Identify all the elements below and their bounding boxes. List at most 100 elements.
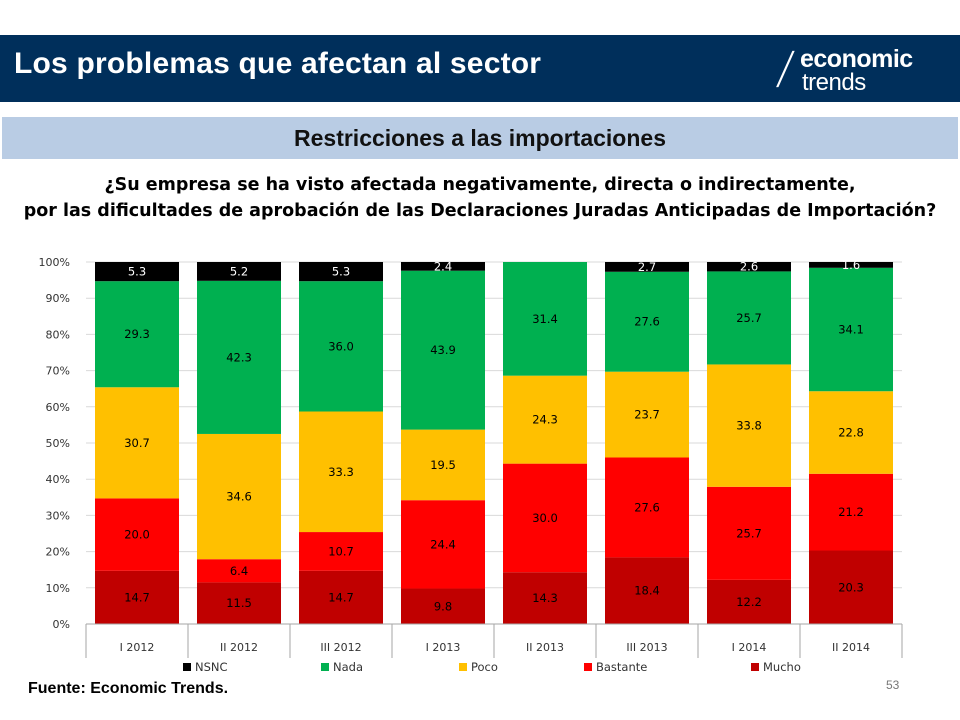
x-tick-label: II 2013 [526, 641, 564, 654]
bar-segment-nsnc [809, 262, 893, 268]
bar-segment-nada [197, 280, 281, 434]
bar-segment-nsnc [707, 262, 791, 272]
bar-segment-mucho [95, 570, 179, 624]
data-label: 30.0 [532, 511, 558, 525]
data-label: 23.7 [634, 408, 660, 422]
bar-segment-nsnc [197, 262, 281, 281]
data-label: 6.4 [230, 564, 248, 578]
header-bar: Los problemas que afectan al sector / ec… [0, 35, 960, 102]
bar-segment-poco [401, 429, 485, 501]
logo-text-bottom: trends [802, 69, 866, 96]
bar-segment-mucho [503, 572, 587, 624]
y-tick-label: 80% [46, 328, 70, 341]
bar-segment-bastante [95, 498, 179, 571]
bar-segment-nada [605, 271, 689, 372]
data-label: 19.5 [430, 458, 456, 472]
data-label: 9.8 [434, 599, 452, 613]
bar-segment-bastante [197, 559, 281, 583]
data-label: 25.7 [736, 311, 762, 325]
y-tick-label: 50% [46, 437, 70, 450]
bar-segment-nada [95, 281, 179, 388]
legend-label: Poco [471, 660, 498, 674]
bar-segment-mucho [299, 570, 383, 624]
bar-segment-bastante [809, 473, 893, 551]
bar-segment-mucho [809, 550, 893, 624]
y-tick-label: 70% [46, 365, 70, 378]
legend-swatch [751, 663, 759, 671]
data-label: 25.7 [736, 526, 762, 540]
data-label: 2.7 [638, 260, 656, 274]
y-tick-label: 100% [39, 256, 70, 269]
data-label: 5.2 [230, 264, 248, 278]
bar-segment-mucho [197, 582, 281, 624]
bar-segment-mucho [605, 557, 689, 624]
x-tick-label: I 2013 [426, 641, 461, 654]
bar-segment-nsnc [299, 262, 383, 282]
bar-segment-bastante [707, 486, 791, 580]
data-label: 33.8 [736, 419, 762, 433]
data-label: 24.3 [532, 413, 558, 427]
bar-segment-poco [503, 375, 587, 464]
bar-segment-bastante [401, 500, 485, 589]
bar-segment-bastante [605, 457, 689, 558]
y-tick-label: 90% [46, 292, 70, 305]
bar-segment-mucho [401, 588, 485, 624]
data-label: 20.0 [124, 528, 150, 542]
data-label: 11.5 [226, 596, 252, 610]
data-label: 43.9 [430, 343, 456, 357]
x-tick-label: III 2012 [320, 641, 361, 654]
data-label: 1.6 [842, 258, 860, 272]
bar-segment-poco [95, 387, 179, 499]
legend-label: Mucho [763, 660, 801, 674]
data-label: 34.1 [838, 323, 864, 337]
legend-swatch [321, 663, 329, 671]
data-label: 14.3 [532, 591, 558, 605]
x-tick-label: II 2014 [832, 641, 870, 654]
data-label: 2.6 [740, 260, 758, 274]
question-line-1: ¿Su empresa se ha visto afectada negativ… [104, 175, 856, 195]
legend-label: Bastante [596, 660, 647, 674]
data-label: 10.7 [328, 544, 354, 558]
source-note: Fuente: Economic Trends. [28, 680, 229, 697]
data-label: 5.3 [128, 265, 146, 279]
data-label: 24.4 [430, 537, 456, 551]
bar-segment-nada [707, 271, 791, 365]
x-tick-label: I 2014 [732, 641, 767, 654]
page-number: 53 [886, 678, 900, 692]
y-tick-label: 20% [46, 546, 70, 559]
data-label: 22.8 [838, 426, 864, 440]
data-label: 5.3 [332, 265, 350, 279]
legend-swatch [459, 663, 467, 671]
bar-segment-nada [809, 267, 893, 392]
data-label: 27.6 [634, 500, 660, 514]
bar-segment-poco [605, 371, 689, 458]
data-label: 14.7 [124, 590, 150, 604]
data-label: 30.7 [124, 436, 150, 450]
page-title: Los problemas que afectan al sector [14, 47, 542, 80]
bar-segment-nsnc [401, 262, 485, 271]
bar-segment-nsnc [95, 262, 179, 282]
data-label: 21.2 [838, 505, 864, 519]
data-label: 42.3 [226, 350, 252, 364]
legend-label: NSNC [195, 660, 228, 674]
section-banner: Restricciones a las importaciones [2, 117, 958, 159]
y-tick-label: 10% [46, 582, 70, 595]
bar-segment-nsnc [605, 262, 689, 272]
logo-text-top: economic [800, 45, 913, 73]
data-label: 12.2 [736, 595, 762, 609]
bar-segment-poco [809, 391, 893, 474]
bar-segment-bastante [299, 532, 383, 571]
bar-segment-bastante [503, 463, 587, 573]
data-label: 29.3 [124, 327, 150, 341]
data-label: 31.4 [532, 312, 558, 326]
bar-segment-nada [503, 262, 587, 376]
y-tick-label: 0% [53, 618, 70, 631]
bar-segment-nada [299, 281, 383, 412]
bar-segment-poco [197, 433, 281, 560]
x-tick-label: II 2012 [220, 641, 258, 654]
section-title: Restricciones a las importaciones [294, 125, 666, 151]
bar-segment-poco [299, 411, 383, 533]
legend-label: Nada [333, 660, 363, 674]
bar-segment-nada [401, 270, 485, 430]
